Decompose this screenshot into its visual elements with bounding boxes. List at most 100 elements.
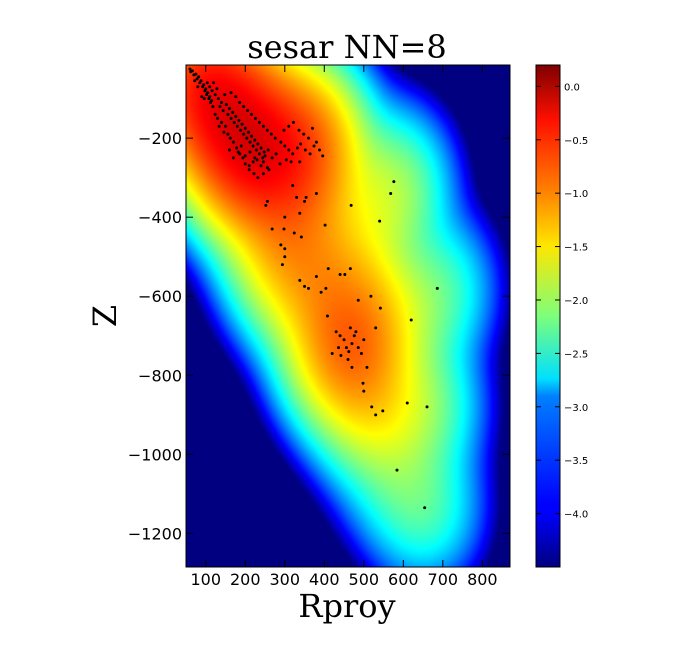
data-point [242,105,246,109]
y-tick-label: −1000 [128,445,182,464]
data-points [188,67,439,510]
data-point [352,334,356,338]
data-point [220,101,224,105]
data-point [304,195,308,199]
data-point [297,128,301,132]
data-point [235,124,239,128]
data-point [348,267,352,271]
data-point [243,126,247,130]
data-point [423,506,427,510]
data-point [265,128,269,132]
data-point [343,272,347,276]
data-point [283,215,287,219]
data-point [378,219,382,223]
data-point [326,267,330,271]
y-tick-label: −600 [138,287,182,306]
data-point [378,306,382,310]
data-point [389,191,393,195]
data-point [231,140,235,144]
data-point [338,334,342,338]
data-point [210,89,214,93]
x-tick-label: 200 [230,570,261,589]
data-point [303,148,307,152]
data-point [270,156,274,160]
colorbar-tick-label: −4.0 [564,510,588,521]
data-point [188,67,192,71]
colorbar-tick-label: −1.5 [564,243,588,254]
data-point [224,103,228,107]
data-point [265,166,269,170]
data-point [295,195,299,199]
data-point [247,164,251,168]
data-point [374,413,378,417]
x-tick-label: 700 [428,570,459,589]
data-point [298,211,302,215]
data-point [325,314,329,318]
colorbar-tick-label: −1.0 [564,189,588,200]
data-point [231,156,235,160]
data-point [318,148,322,152]
data-point [337,346,341,350]
data-point [298,160,302,164]
x-tick-label: 500 [349,570,380,589]
data-point [202,97,206,101]
data-point [409,318,413,322]
data-point [208,95,212,99]
data-point [435,286,439,290]
data-point [279,140,283,144]
data-point [213,93,217,97]
data-point [254,148,258,152]
data-point [280,263,284,267]
colorbar-gradient [535,64,561,568]
data-point [339,354,343,358]
data-point [227,106,231,110]
data-point [223,93,227,97]
data-point [314,140,318,144]
data-point [291,120,295,124]
data-point [344,346,348,350]
data-point [330,352,334,356]
data-point [229,91,233,95]
data-point [224,124,228,128]
data-point [354,330,358,334]
data-point [253,138,257,142]
colorbar-tick-label: −2.0 [564,296,588,307]
x-tick-label: 800 [467,570,498,589]
data-point [243,154,247,158]
data-point [257,120,261,124]
data-point [279,243,283,247]
data-point [323,223,327,227]
data-point [196,85,200,89]
data-point [232,120,236,124]
chart-title: sesar NN=8 [247,28,447,66]
data-point [356,346,360,350]
data-point [256,142,260,146]
y-tick-label: −400 [138,208,182,227]
data-point [270,227,274,231]
data-point [256,176,260,180]
y-tick-label: −200 [138,129,182,148]
colorbar-tick-label: −3.5 [564,456,588,467]
colorbar-tick-label: −0.5 [564,136,588,147]
data-point [242,132,246,136]
data-point [374,326,378,330]
data-point [199,79,203,83]
data-point [228,136,232,140]
data-point [226,132,230,136]
data-point [289,160,293,164]
data-point [370,405,374,409]
data-point [266,148,270,152]
data-point [254,116,258,120]
data-point [255,158,259,162]
data-point [314,274,318,278]
data-point [303,284,307,288]
colorbar-ticks: 0.0 −0.5 −1.0 −1.5 −2.0 −2.5 −3.0 −3.5 −4.0 [536,82,588,521]
data-point [381,409,385,413]
y-axis-label: Z [86,305,124,327]
data-point [405,401,409,405]
data-point [220,120,224,124]
data-point [361,381,365,385]
data-point [283,247,287,251]
data-point [231,110,235,114]
